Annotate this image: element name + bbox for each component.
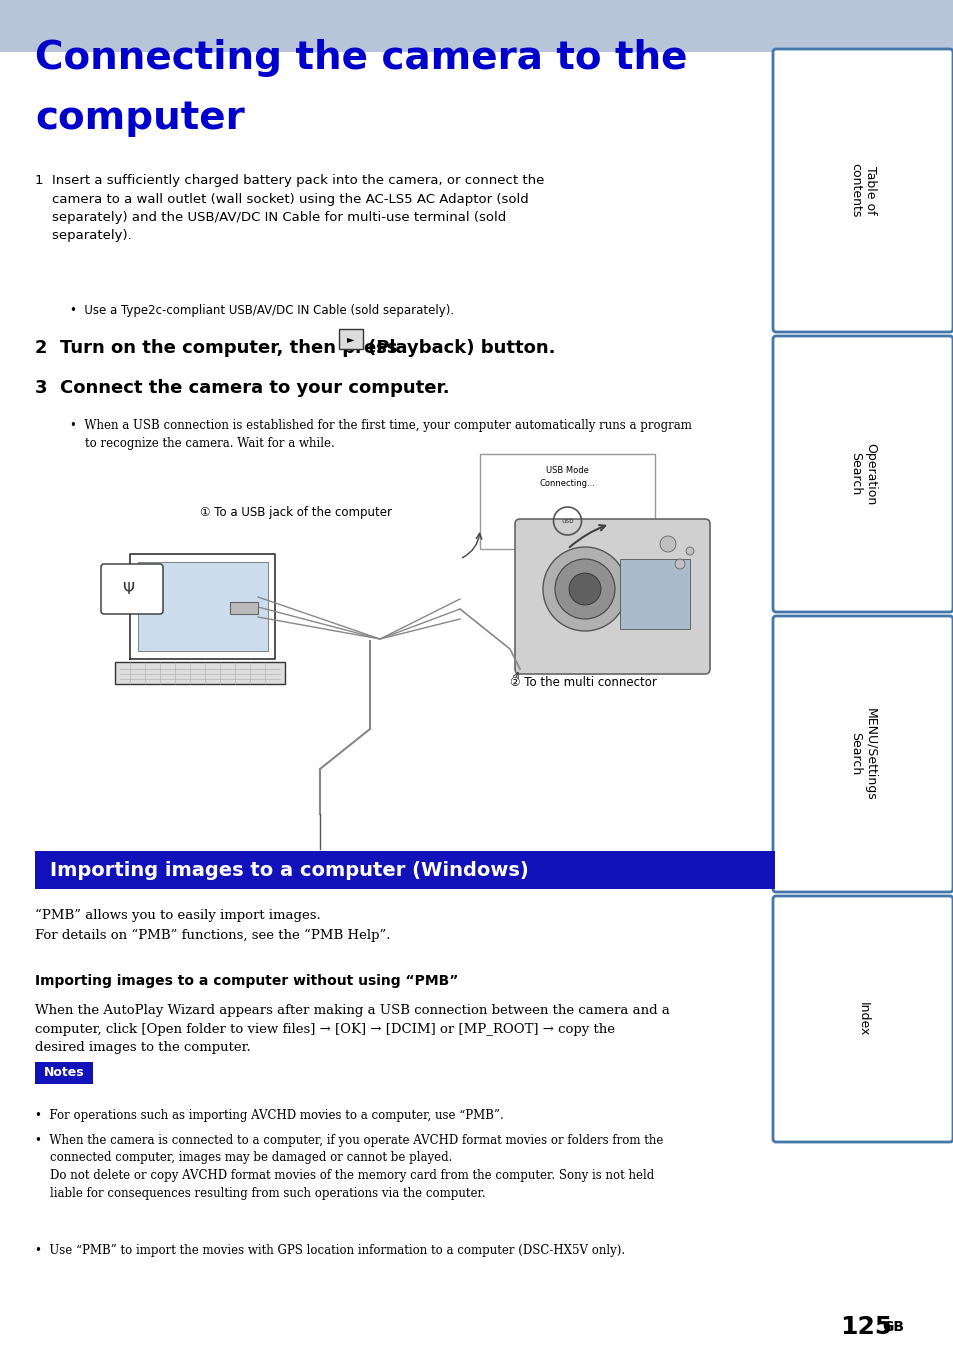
Circle shape [659, 537, 676, 552]
Text: 2  Turn on the computer, then press: 2 Turn on the computer, then press [35, 340, 397, 357]
Text: computer: computer [35, 99, 245, 137]
Text: 3  Connect the camera to your computer.: 3 Connect the camera to your computer. [35, 379, 449, 397]
Text: ►: ► [347, 334, 355, 344]
Circle shape [555, 559, 615, 619]
Text: Importing images to a computer (Windows): Importing images to a computer (Windows) [50, 861, 528, 879]
Text: Importing images to a computer without using “PMB”: Importing images to a computer without u… [35, 973, 457, 988]
Text: •  Use “PMB” to import the movies with GPS location information to a computer (D: • Use “PMB” to import the movies with GP… [35, 1244, 624, 1257]
Text: •  When a USB connection is established for the first time, your computer automa: • When a USB connection is established f… [70, 419, 691, 449]
Bar [0, 0, 953, 52]
Circle shape [542, 548, 626, 631]
FancyBboxPatch shape [772, 895, 952, 1142]
Circle shape [675, 559, 684, 570]
FancyBboxPatch shape [101, 564, 163, 615]
FancyBboxPatch shape [772, 49, 952, 333]
Bar [479, 455, 655, 549]
Text: usb: usb [560, 517, 573, 524]
Bar [35, 1062, 92, 1084]
Bar [115, 663, 285, 684]
Circle shape [568, 574, 600, 605]
Text: Cable for multi-use terminal (supplied): Cable for multi-use terminal (supplied) [205, 854, 435, 867]
Text: “PMB” allows you to easily import images.
For details on “PMB” functions, see th: “PMB” allows you to easily import images… [35, 909, 390, 942]
FancyBboxPatch shape [772, 335, 952, 612]
Text: Table of
contents: Table of contents [848, 163, 876, 218]
Text: •  For operations such as importing AVCHD movies to a computer, use “PMB”.: • For operations such as importing AVCHD… [35, 1109, 503, 1123]
Text: •  When the camera is connected to a computer, if you operate AVCHD format movie: • When the camera is connected to a comp… [35, 1134, 662, 1199]
Bar [138, 563, 268, 652]
Text: Operation
Search: Operation Search [848, 444, 876, 505]
Text: When the AutoPlay Wizard appears after making a USB connection between the camer: When the AutoPlay Wizard appears after m… [35, 1003, 669, 1054]
Text: Ψ: Ψ [122, 582, 133, 597]
Circle shape [685, 548, 693, 554]
Bar [619, 559, 689, 628]
Text: (Playback) button.: (Playback) button. [368, 340, 555, 357]
FancyBboxPatch shape [338, 329, 363, 349]
Text: ① To a USB jack of the computer: ① To a USB jack of the computer [200, 507, 392, 519]
Text: Connecting the camera to the: Connecting the camera to the [35, 38, 687, 77]
Text: Index: Index [856, 1002, 868, 1036]
Text: MENU/Settings
Search: MENU/Settings Search [848, 708, 876, 801]
FancyBboxPatch shape [515, 519, 709, 674]
Text: GB: GB [882, 1320, 903, 1333]
Text: Notes: Notes [44, 1066, 84, 1080]
Text: 1  Insert a sufficiently charged battery pack into the camera, or connect the
  : 1 Insert a sufficiently charged battery … [35, 174, 544, 242]
Text: 125: 125 [840, 1316, 891, 1339]
Bar [230, 602, 257, 615]
Text: ② To the multi connector: ② To the multi connector [510, 676, 657, 689]
Bar [35, 852, 774, 888]
FancyBboxPatch shape [772, 616, 952, 893]
Text: USB Mode
Connecting...: USB Mode Connecting... [539, 465, 595, 487]
Text: •  Use a Type2c-compliant USB/AV/DC IN Cable (sold separately).: • Use a Type2c-compliant USB/AV/DC IN Ca… [70, 304, 454, 318]
